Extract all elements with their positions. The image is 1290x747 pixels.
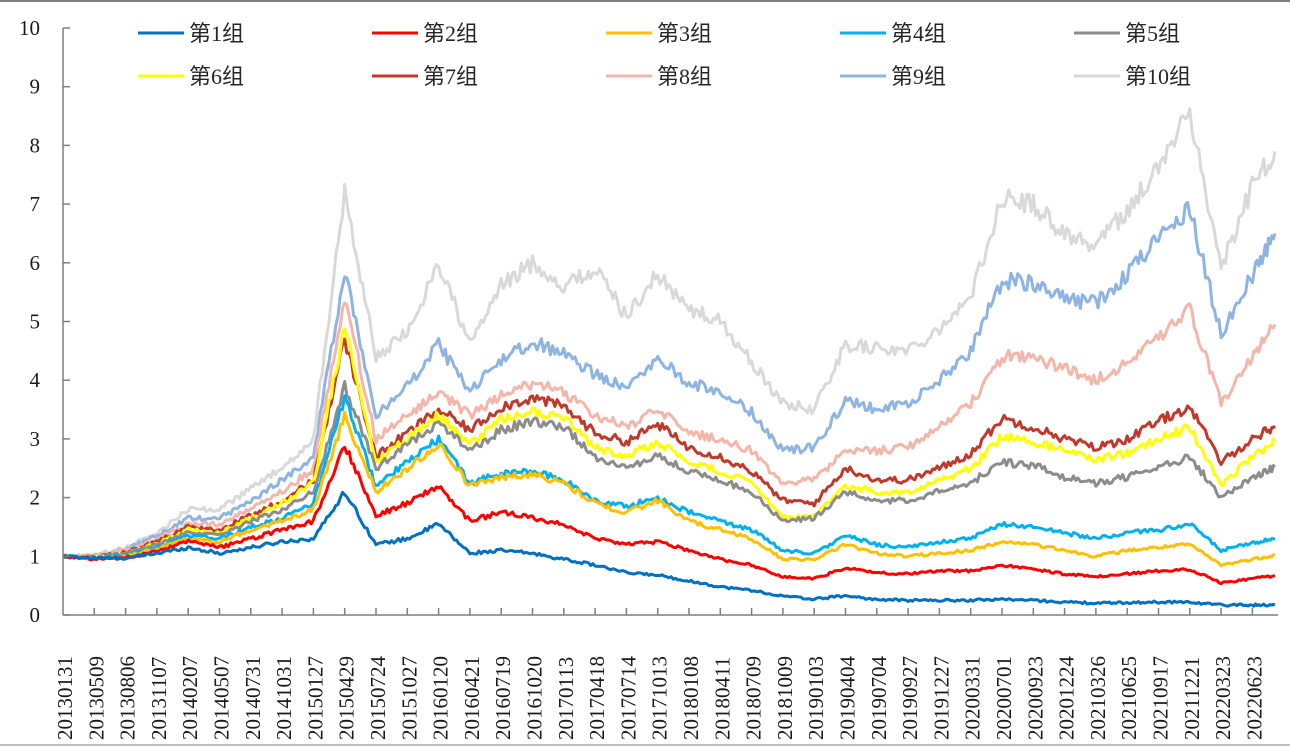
x-tick-label: 20200331 — [961, 656, 985, 740]
x-tick-label: 20160120 — [429, 656, 453, 740]
x-tick-label: 20190704 — [867, 656, 891, 741]
frame-bottom-border — [0, 744, 1290, 746]
x-tick-label: 20220323 — [1211, 656, 1235, 740]
legend-item-group-5: 第5组 — [1074, 21, 1180, 46]
y-tick-label: 4 — [30, 368, 41, 392]
x-tick-label: 20191227 — [929, 656, 953, 740]
x-tick-label: 20160719 — [491, 656, 515, 740]
y-tick-label: 7 — [30, 192, 41, 216]
x-tick-label: 20201224 — [1055, 656, 1079, 741]
legend-label: 第5组 — [1125, 21, 1180, 46]
x-tick-label: 20200923 — [1023, 656, 1047, 740]
series-line-group-4 — [62, 394, 1276, 561]
x-tick-label: 20170714 — [616, 656, 640, 741]
x-tick-label: 20210326 — [1086, 656, 1110, 740]
legend-label: 第3组 — [657, 21, 712, 46]
x-tick-label: 20170418 — [585, 656, 609, 740]
x-tick-label: 20210625 — [1117, 656, 1141, 740]
x-tick-label: 20150724 — [366, 656, 390, 741]
legend-label: 第4组 — [891, 21, 946, 46]
y-tick-label: 10 — [19, 16, 40, 40]
legend-item-group-7: 第7组 — [372, 64, 478, 89]
x-tick-label: 20171013 — [648, 656, 672, 740]
legend-item-group-10: 第10组 — [1074, 64, 1191, 89]
legend-item-group-2: 第2组 — [372, 21, 478, 46]
series-line-group-9 — [62, 200, 1277, 560]
x-tick-label: 20180411 — [710, 657, 734, 740]
x-tick-label: 20141031 — [272, 656, 296, 740]
x-tick-label: 20190927 — [898, 656, 922, 740]
legend-label: 第2组 — [423, 21, 478, 46]
x-tick-label: 20130806 — [116, 656, 140, 740]
series-layer — [62, 107, 1277, 608]
y-tick-label: 3 — [30, 427, 41, 451]
x-tick-label: 20130509 — [84, 656, 108, 740]
series-line-group-8 — [62, 301, 1277, 559]
x-tick-label: 20211221 — [1180, 657, 1204, 740]
x-tick-label: 20180709 — [742, 656, 766, 740]
x-tick-label: 20180108 — [679, 656, 703, 740]
frame-top-border — [0, 0, 1290, 2]
series-line-group-5 — [62, 380, 1277, 561]
y-tick-label: 9 — [30, 75, 41, 99]
x-tick-label: 20220623 — [1242, 656, 1266, 740]
x-tick-label: 20210917 — [1149, 656, 1173, 740]
series-line-group-7 — [62, 337, 1277, 560]
x-tick-label: 20190103 — [804, 656, 828, 740]
axes-layer — [62, 28, 1278, 616]
x-ticks: 20130131 20130509 20130806 20131107 20140207… — [53, 608, 1266, 740]
legend-item-group-1: 第1组 — [138, 21, 244, 46]
y-tick-label: 2 — [30, 486, 41, 510]
legend-item-group-6: 第6组 — [138, 64, 244, 89]
y-ticks: 0 1 2 3 4 5 6 7 8 9 10 — [19, 16, 70, 627]
y-tick-label: 1 — [30, 544, 41, 568]
legend-item-group-8: 第8组 — [606, 64, 712, 89]
x-tick-label: 20130131 — [53, 656, 77, 740]
legend-label: 第10组 — [1125, 64, 1191, 89]
legend-item-group-9: 第9组 — [840, 64, 946, 89]
x-tick-label: 20150429 — [335, 656, 359, 740]
x-tick-label: 20170113 — [554, 657, 578, 740]
y-tick-label: 5 — [30, 310, 41, 334]
series-line-group-3 — [62, 410, 1276, 568]
series-line-group-10 — [62, 107, 1277, 560]
legend-item-group-4: 第4组 — [840, 21, 946, 46]
x-tick-label: 20181009 — [773, 656, 797, 740]
x-tick-label: 20150127 — [303, 656, 327, 740]
series-line-group-1 — [62, 490, 1276, 608]
x-tick-label: 20200701 — [992, 656, 1016, 740]
legend-label: 第8组 — [657, 64, 712, 89]
x-tick-label: 20131107 — [147, 657, 171, 740]
y-tick-label: 6 — [30, 251, 41, 275]
series-line-group-6 — [62, 327, 1277, 561]
x-tick-label: 20160421 — [460, 656, 484, 740]
x-tick-label: 20161020 — [523, 656, 547, 740]
legend-label: 第1组 — [189, 21, 244, 46]
x-tick-label: 20190404 — [836, 656, 860, 741]
y-tick-label: 8 — [30, 133, 41, 157]
legend-label: 第6组 — [189, 64, 244, 89]
legend-label: 第7组 — [423, 64, 478, 89]
legend-item-group-3: 第3组 — [606, 21, 712, 46]
legend-label: 第9组 — [891, 64, 946, 89]
x-tick-label: 20140207 — [178, 656, 202, 740]
x-tick-label: 20140507 — [210, 656, 234, 740]
y-tick-label: 0 — [30, 603, 41, 627]
x-tick-label: 20140731 — [241, 656, 265, 740]
series-line-group-2 — [62, 446, 1276, 586]
x-tick-label: 20151027 — [397, 656, 421, 740]
